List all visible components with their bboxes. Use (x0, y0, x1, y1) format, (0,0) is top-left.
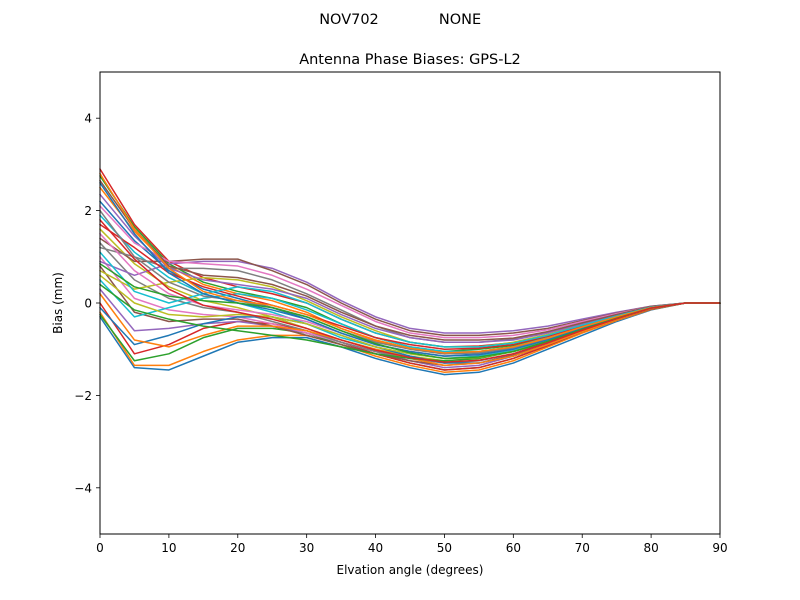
x-tick-label: 70 (575, 541, 590, 555)
plot-frame (100, 72, 720, 534)
y-axis-label: Bias (mm) (51, 272, 65, 334)
y-tick-label: 4 (84, 112, 92, 126)
y-tick-label: 2 (84, 204, 92, 218)
x-tick-label: 30 (299, 541, 314, 555)
y-tick-label: 0 (84, 297, 92, 311)
suptitle-left: NOV702 (319, 12, 379, 28)
y-tick-label: −4 (74, 481, 92, 495)
chart-title: Antenna Phase Biases: GPS-L2 (299, 52, 521, 68)
x-tick-label: 0 (96, 541, 104, 555)
suptitle-right: NONE (439, 12, 481, 28)
series-layer (100, 169, 720, 375)
x-tick-label: 10 (161, 541, 176, 555)
x-tick-label: 50 (437, 541, 452, 555)
x-tick-label: 20 (230, 541, 245, 555)
y-tick-label: −2 (74, 389, 92, 403)
x-tick-label: 90 (712, 541, 727, 555)
series-line-9 (100, 229, 720, 361)
x-tick-label: 40 (368, 541, 383, 555)
x-axis-label: Elvation angle (degrees) (337, 563, 484, 577)
x-tick-label: 80 (643, 541, 658, 555)
x-tick-label: 60 (506, 541, 521, 555)
series-line-34 (100, 220, 720, 362)
